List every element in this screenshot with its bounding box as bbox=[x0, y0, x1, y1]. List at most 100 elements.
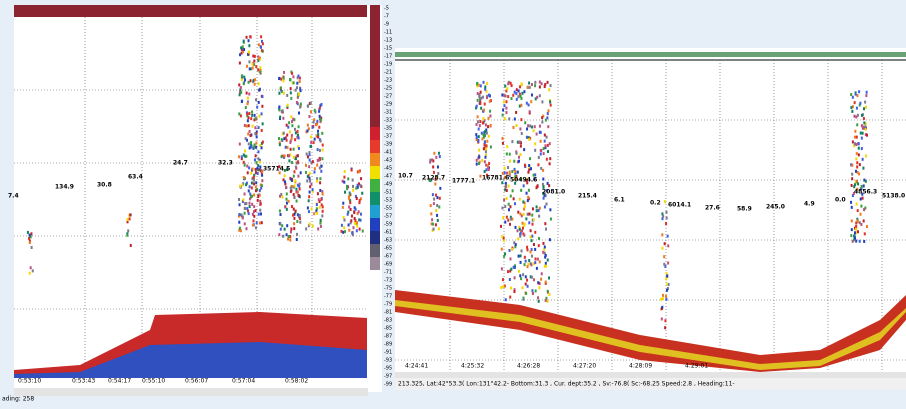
scale-color bbox=[370, 153, 380, 166]
echo bbox=[280, 86, 282, 89]
echo bbox=[260, 46, 262, 49]
echo bbox=[351, 169, 353, 172]
echo bbox=[516, 98, 518, 101]
echo bbox=[503, 104, 505, 107]
echo-value-label: 35714.5 bbox=[263, 166, 290, 173]
echo bbox=[859, 102, 861, 105]
echo bbox=[476, 123, 478, 126]
echo bbox=[483, 81, 485, 84]
echo bbox=[510, 97, 512, 100]
echo bbox=[547, 182, 549, 185]
echo bbox=[663, 263, 665, 266]
echo bbox=[863, 179, 865, 182]
echo-value-label: 5138.0 bbox=[882, 193, 905, 200]
echo bbox=[487, 125, 489, 128]
echo bbox=[518, 156, 520, 159]
echo bbox=[534, 149, 536, 152]
echo bbox=[310, 136, 312, 139]
echo bbox=[478, 162, 480, 165]
echo bbox=[502, 278, 504, 281]
scale-label: -19 bbox=[384, 62, 392, 68]
echo bbox=[248, 39, 250, 42]
echo bbox=[282, 235, 284, 238]
echo bbox=[319, 222, 321, 225]
echo bbox=[291, 124, 293, 127]
echo bbox=[250, 79, 252, 82]
echo bbox=[505, 107, 507, 110]
echo bbox=[256, 221, 258, 224]
echo bbox=[346, 185, 348, 188]
time-label: 0:55:10 bbox=[142, 378, 165, 385]
echo bbox=[664, 326, 666, 329]
echo bbox=[541, 272, 543, 275]
scale-color bbox=[370, 231, 380, 244]
echo bbox=[510, 287, 512, 290]
echo bbox=[129, 213, 131, 216]
echo bbox=[542, 242, 544, 245]
scale-label: -13 bbox=[384, 38, 392, 44]
echo bbox=[518, 89, 520, 92]
echo bbox=[279, 223, 281, 226]
echo bbox=[856, 165, 858, 168]
echo bbox=[538, 286, 540, 289]
echo bbox=[526, 127, 528, 130]
echo bbox=[548, 88, 550, 91]
echo bbox=[533, 218, 535, 221]
echo bbox=[286, 94, 288, 97]
echo bbox=[514, 276, 516, 279]
echo bbox=[857, 182, 859, 185]
scale-label: -23 bbox=[384, 78, 392, 84]
echo bbox=[248, 112, 250, 115]
echo bbox=[261, 179, 263, 182]
echo bbox=[296, 82, 298, 85]
echo bbox=[534, 231, 536, 234]
scrollbar[interactable] bbox=[14, 388, 368, 396]
echo bbox=[528, 221, 530, 224]
echo bbox=[500, 286, 502, 289]
scale-label: -7 bbox=[384, 14, 389, 20]
echo bbox=[481, 159, 483, 162]
echo bbox=[533, 278, 535, 281]
screenshot: 213.325, Lat:42°53.3( Lon:131°42.2- Bott… bbox=[0, 0, 906, 405]
echo bbox=[537, 281, 539, 284]
echo bbox=[509, 160, 511, 163]
echo bbox=[543, 197, 545, 200]
echo bbox=[283, 92, 285, 95]
echo bbox=[489, 100, 491, 103]
echo bbox=[521, 132, 523, 135]
echo bbox=[667, 262, 669, 265]
echo bbox=[307, 129, 309, 132]
echo bbox=[241, 183, 243, 186]
echo bbox=[859, 240, 861, 243]
echo bbox=[248, 212, 250, 215]
echo bbox=[524, 263, 526, 266]
echo bbox=[505, 100, 507, 103]
echo bbox=[250, 172, 252, 175]
echo bbox=[520, 254, 522, 257]
echo bbox=[238, 112, 240, 115]
echo bbox=[261, 129, 263, 132]
scale-label: -85 bbox=[384, 326, 392, 332]
echo bbox=[514, 118, 516, 121]
echo bbox=[295, 210, 297, 213]
echo bbox=[309, 191, 311, 194]
scrollbar-right[interactable] bbox=[395, 372, 906, 378]
echo bbox=[258, 82, 260, 85]
echo bbox=[295, 188, 297, 191]
echo bbox=[251, 63, 253, 66]
echo bbox=[439, 187, 441, 190]
echo bbox=[547, 144, 549, 147]
echo bbox=[515, 243, 517, 246]
echo bbox=[517, 95, 519, 98]
echo bbox=[285, 146, 287, 149]
echo bbox=[527, 285, 529, 288]
echo bbox=[549, 238, 551, 241]
echo bbox=[347, 177, 349, 180]
echo bbox=[858, 172, 860, 175]
echo bbox=[854, 142, 856, 145]
echo bbox=[541, 100, 543, 103]
echo bbox=[550, 84, 552, 87]
echo-value-label: 6.1 bbox=[614, 197, 625, 204]
echo bbox=[519, 127, 521, 130]
scale-label: -95 bbox=[384, 366, 392, 372]
